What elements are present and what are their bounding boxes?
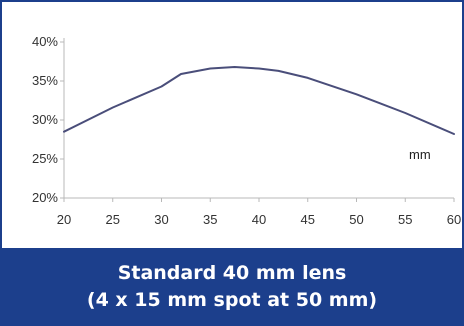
x-tick-label: 25	[106, 212, 120, 227]
x-tick-label: 60	[447, 212, 461, 227]
y-tick-label: 20%	[32, 190, 58, 205]
series	[63, 66, 455, 135]
x-tick-label: 35	[203, 212, 217, 227]
x-unit-label: mm	[409, 147, 431, 162]
x-tick-label: 45	[301, 212, 315, 227]
tick-labels: 20% 25% 30% 35% 40% 20 25 30 35 40 45 50 55 60	[32, 34, 461, 227]
line-chart: 20% 25% 30% 35% 40% 20 25 30 35 40 45 50 55 60 mm	[32, 34, 461, 227]
caption-line-1: Standard 40 mm lens	[117, 262, 347, 284]
x-tick-label: 20	[57, 212, 71, 227]
caption-banner: Standard 40 mm lens (4 x 15 mm spot at 5…	[2, 248, 462, 326]
caption-line-2: (4 x 15 mm spot at 50 mm)	[86, 289, 378, 311]
series-line	[63, 66, 455, 135]
x-tick-label: 30	[154, 212, 168, 227]
y-tick-label: 30%	[32, 112, 58, 127]
y-tick-label: 25%	[32, 151, 58, 166]
axes	[60, 38, 455, 202]
x-tick-label: 55	[398, 212, 412, 227]
x-tick-label: 40	[252, 212, 266, 227]
x-tick-label: 50	[349, 212, 363, 227]
y-tick-label: 35%	[32, 73, 58, 88]
y-tick-label: 40%	[32, 34, 58, 49]
